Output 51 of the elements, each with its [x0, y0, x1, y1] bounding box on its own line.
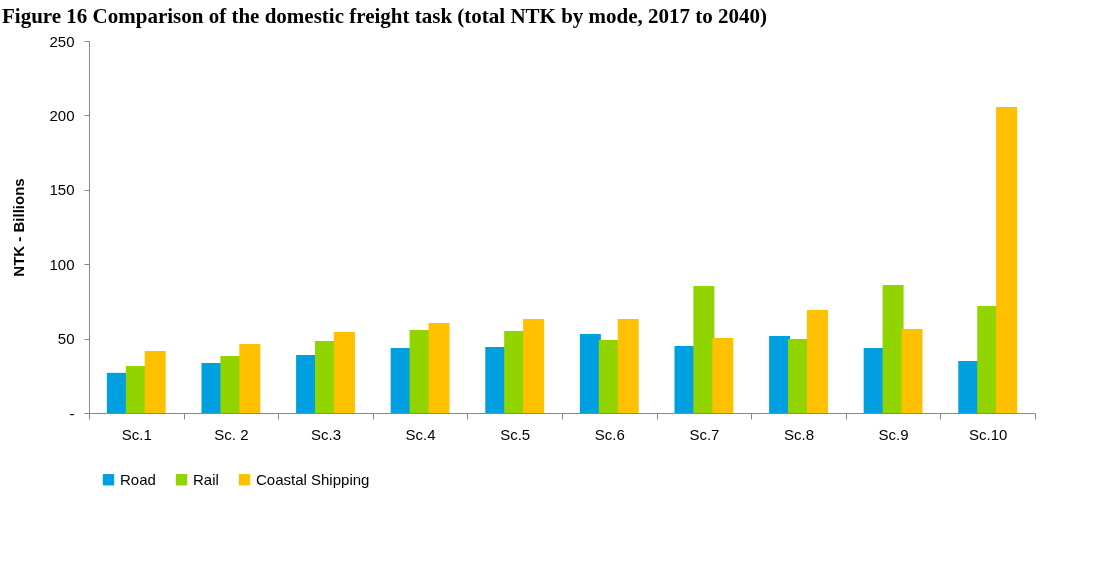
bar [315, 340, 336, 413]
x-tick-label: Sc.9 [878, 425, 909, 443]
bar [863, 347, 885, 413]
y-tick-label: 50 [57, 330, 75, 348]
bar [333, 332, 355, 413]
bar [712, 338, 734, 413]
bar [504, 331, 526, 413]
y-tick-label: 200 [49, 106, 75, 124]
bar [598, 340, 620, 413]
x-tick-label: Sc.4 [405, 425, 436, 443]
legend-label: Road [120, 470, 156, 488]
bar [106, 372, 128, 413]
bar [485, 346, 507, 413]
bar [769, 336, 791, 413]
bar [693, 286, 715, 413]
y-axis-title: NTK - Billions [10, 178, 28, 277]
bar [806, 310, 828, 413]
x-tick-label: Sc.10 [969, 425, 1008, 443]
x-tick-label: Sc.5 [500, 425, 531, 443]
bar [239, 343, 261, 413]
bar [428, 322, 450, 413]
x-tick-label: Sc.1 [121, 425, 152, 443]
legend-label: Coastal Shipping [256, 470, 370, 488]
y-tick-label: 250 [49, 32, 75, 50]
y-tick-label: 150 [49, 181, 75, 199]
bar [409, 329, 431, 413]
bar [296, 354, 318, 413]
bar [882, 285, 904, 413]
chart-title: Figure 16 Comparison of the domestic freight task (total NTK by mode, 2017 to 2040) [2, 4, 769, 29]
y-tick-label: - [69, 404, 75, 422]
bar [523, 318, 545, 413]
bar [901, 328, 923, 413]
x-tick-label: Sc.3 [310, 425, 342, 443]
y-tick-label: 100 [49, 255, 75, 273]
x-tick-label: Sc.6 [594, 425, 625, 443]
bar [201, 363, 223, 413]
x-tick-label: Sc.8 [783, 425, 815, 443]
bar [390, 347, 412, 413]
bar [977, 306, 999, 413]
x-tick-label: Sc.7 [689, 425, 720, 443]
bar [125, 365, 147, 413]
bar [144, 350, 166, 413]
bar [579, 333, 601, 413]
bar [788, 339, 809, 413]
bar [617, 318, 639, 413]
legend-label: Rail [193, 470, 219, 488]
bar [996, 107, 1018, 413]
bar [220, 356, 242, 413]
bar [674, 346, 696, 413]
x-tick-label: Sc. 2 [214, 425, 249, 443]
bar [958, 360, 980, 413]
